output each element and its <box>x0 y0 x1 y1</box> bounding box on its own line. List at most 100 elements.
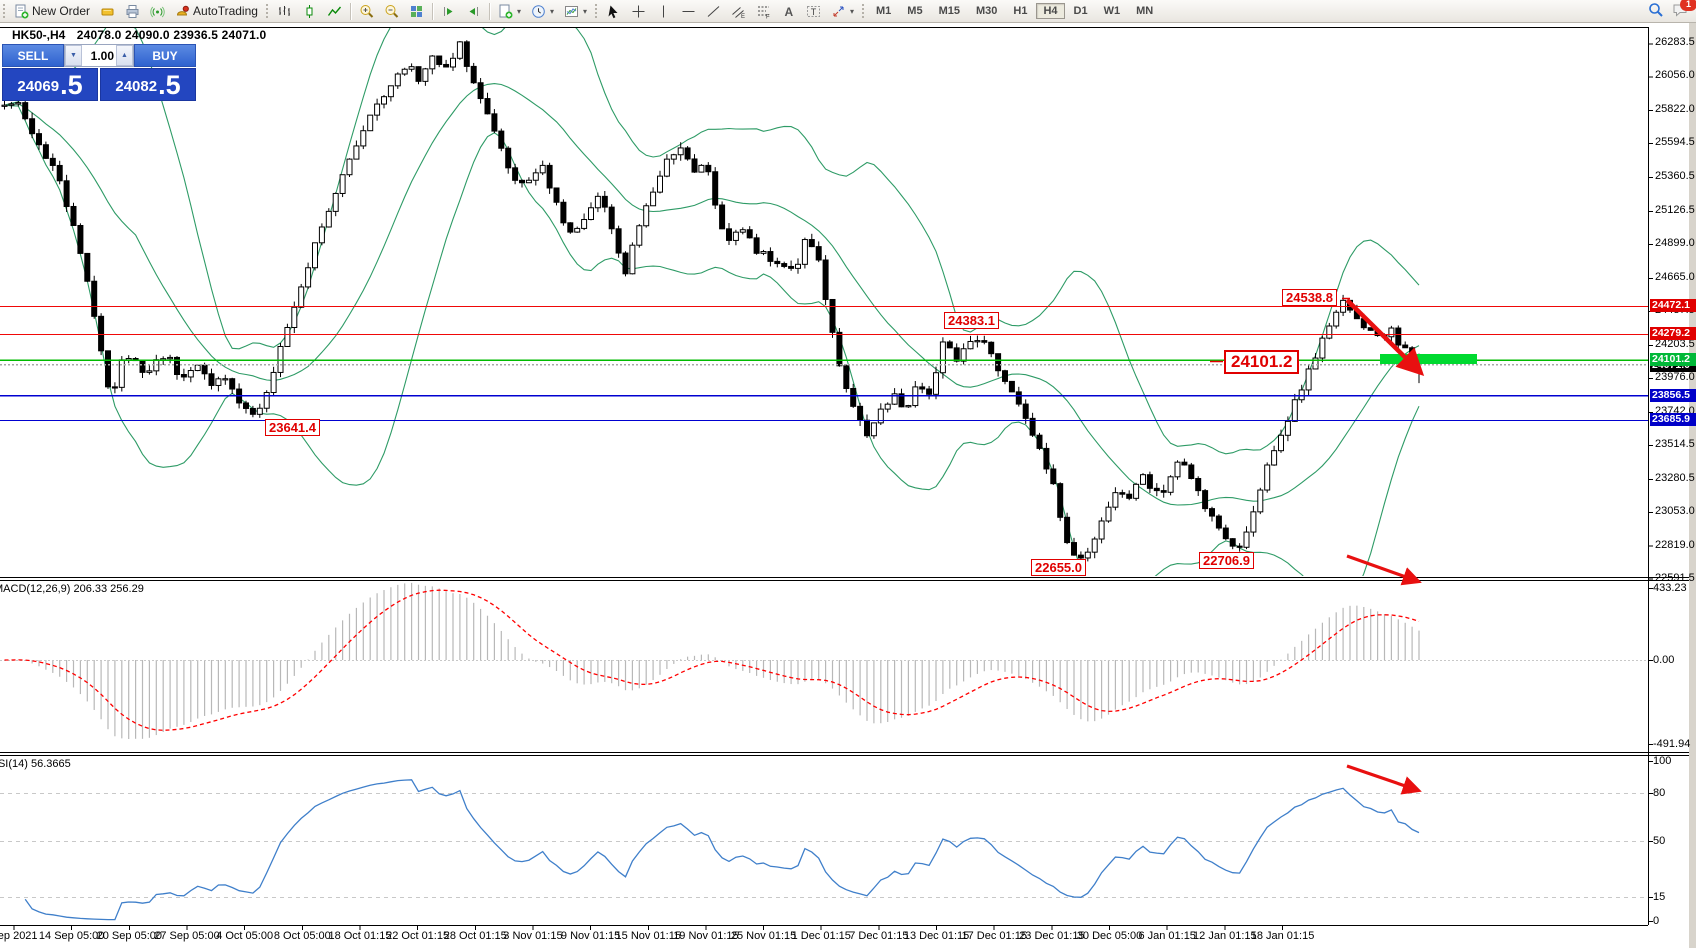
price-callout-22706.9[interactable]: 22706.9 <box>1199 552 1254 569</box>
arrows-tool-button[interactable]: ▾ <box>826 0 859 22</box>
price-scale-label: 25360.5 <box>1655 170 1695 183</box>
trend-arrow-macd[interactable] <box>1346 554 1422 586</box>
sell-button[interactable]: SELL <box>2 44 64 67</box>
crosshair-tool-button[interactable] <box>626 0 651 22</box>
printer-icon-button[interactable] <box>120 0 145 22</box>
label-tool-button[interactable]: T <box>801 0 826 22</box>
new-order-button[interactable]: New Order <box>9 0 95 22</box>
buy-button[interactable]: BUY <box>134 44 196 67</box>
date-axis-label[interactable]: 8 Oct 05:00 <box>273 930 331 942</box>
date-axis-label[interactable]: 22 Oct 01:15 <box>386 930 450 942</box>
chart-shift-button[interactable] <box>461 0 486 22</box>
date-axis-label[interactable]: 3 Nov 01:15 <box>503 930 563 942</box>
date-axis-label[interactable]: 27 Sep 05:00 <box>154 930 220 942</box>
date-axis-label[interactable]: 18 Oct 01:15 <box>328 930 392 942</box>
candlestick-mode-button[interactable] <box>297 0 322 22</box>
pane-separator[interactable] <box>0 578 1689 581</box>
date-axis-label[interactable]: 19 Nov 01:15 <box>673 930 739 942</box>
highlight-rectangle[interactable] <box>1380 354 1477 364</box>
price-scale-label: 23976.0 <box>1655 370 1695 383</box>
date-axis-label[interactable]: 12 Jan 01:15 <box>1193 930 1257 942</box>
price-callout-24538.8[interactable]: 24538.8 <box>1282 289 1337 306</box>
toolbar-grip[interactable] <box>594 3 599 19</box>
date-axis-label[interactable]: 28 Oct 01:15 <box>443 930 507 942</box>
date-axis-label[interactable]: 13 Dec 01:15 <box>903 930 970 942</box>
date-axis-label[interactable]: 17 Dec 01:15 <box>961 930 1027 942</box>
volume-decrement-button[interactable]: ▼ <box>65 45 82 66</box>
timeframe-button-M1[interactable]: M1 <box>876 5 892 17</box>
fibonacci-tool-button[interactable]: F <box>751 0 776 22</box>
sell-price-display[interactable]: 24069 .5 <box>2 68 98 101</box>
channel-tool-button[interactable]: E <box>726 0 751 22</box>
search-icon[interactable] <box>1648 2 1664 21</box>
macd-scale-label: -491.94 <box>1653 738 1691 750</box>
zoom-out-button[interactable] <box>379 0 404 22</box>
price-tag-23685.9: 23685.9 <box>1650 413 1696 427</box>
date-axis-label[interactable]: 18 Jan 01:15 <box>1250 930 1315 942</box>
autotrading-button[interactable]: AutoTrading <box>170 0 263 22</box>
templates-button[interactable]: ▾ <box>559 0 592 22</box>
price-scale-label: 23053.0 <box>1655 504 1695 517</box>
date-axis-label[interactable]: 6 Jan 01:15 <box>1138 930 1196 942</box>
date-axis-label[interactable]: 23 Dec 01:15 <box>1019 930 1085 942</box>
auto-scroll-button[interactable] <box>436 0 461 22</box>
volume-increment-button[interactable]: ▲ <box>116 45 133 66</box>
cursor-tool-button[interactable] <box>601 0 626 22</box>
date-axis-label[interactable]: 15 Nov 01:15 <box>615 930 681 942</box>
tile-windows-button[interactable] <box>404 0 429 22</box>
toolbar-grip[interactable] <box>2 3 7 19</box>
timeframe-button-W1[interactable]: W1 <box>1103 5 1121 17</box>
text-tool-button[interactable]: A <box>776 0 801 22</box>
window-edge <box>1689 22 1696 948</box>
price-scale-label: 24203.5 <box>1655 337 1695 350</box>
price-callout-22655.0[interactable]: 22655.0 <box>1031 559 1086 576</box>
date-axis-label[interactable]: 1 Dec 01:15 <box>791 930 851 942</box>
date-axis-label[interactable]: 4 Oct 05:00 <box>216 930 274 942</box>
timeframe-button-MN[interactable]: MN <box>1136 5 1154 17</box>
timeframe-button-M15[interactable]: M15 <box>938 5 960 17</box>
vertical-line-tool-button[interactable] <box>651 0 676 22</box>
new-chart-button[interactable]: ▾ <box>493 0 526 22</box>
timeframe-button-H1[interactable]: H1 <box>1013 5 1028 17</box>
price-callout-23641.4[interactable]: 23641.4 <box>265 419 320 436</box>
toolbar-grip[interactable] <box>264 3 270 19</box>
periods-button[interactable]: ▾ <box>526 0 559 22</box>
trend-arrow-price[interactable] <box>1345 298 1425 377</box>
timeframe-button-H4[interactable]: H4 <box>1036 3 1065 19</box>
date-axis-label[interactable]: 14 Sep 05:00 <box>38 930 105 942</box>
symbol-label: HK50-,H4 <box>12 28 66 42</box>
toolbar-grip[interactable] <box>861 3 867 19</box>
macd-indicator-label: MACD(12,26,9) 206.33 256.29 <box>0 583 144 595</box>
zoom-in-button[interactable] <box>354 0 379 22</box>
svg-text:T: T <box>811 7 817 17</box>
broadcast-icon-button[interactable] <box>145 0 170 22</box>
volume-input[interactable] <box>82 45 116 66</box>
line-chart-mode-button[interactable] <box>322 0 347 22</box>
timeframe-button-D1[interactable]: D1 <box>1073 5 1088 17</box>
date-axis-label[interactable]: Sep 2021 <box>0 930 38 942</box>
bar-chart-mode-button[interactable] <box>272 0 297 22</box>
horizontal-line-tool-button[interactable] <box>676 0 701 22</box>
date-axis-label[interactable]: 9 Nov 01:15 <box>560 930 621 942</box>
gold-bar-icon-button[interactable] <box>95 0 120 22</box>
arrows-icon <box>831 4 846 19</box>
chevron-down-icon: ▾ <box>850 6 855 16</box>
price-callout-24101.2[interactable]: 24101.2 <box>1224 350 1300 374</box>
timeframe-button-M30[interactable]: M30 <box>975 5 998 17</box>
zoom-out-icon <box>384 4 399 19</box>
broadcast-icon <box>150 4 165 19</box>
trendline-tool-button[interactable] <box>701 0 726 22</box>
date-axis-label[interactable]: 7 Dec 01:15 <box>849 930 909 942</box>
price-tag-24101.2: 24101.2 <box>1650 353 1696 367</box>
date-axis-label[interactable]: 30 Dec 05:00 <box>1076 930 1143 942</box>
buy-price-display[interactable]: 24082 .5 <box>100 68 196 101</box>
price-callout-24383.1[interactable]: 24383.1 <box>944 312 999 329</box>
trend-arrow-rsi[interactable] <box>1346 764 1422 795</box>
notifications-button[interactable]: 1 <box>1672 0 1696 21</box>
date-axis-label[interactable]: 25 Nov 01:15 <box>730 930 797 942</box>
timeframe-button-M5[interactable]: M5 <box>907 5 923 17</box>
date-axis-label[interactable]: 20 Sep 05:00 <box>96 930 163 942</box>
price-tag-24279.2: 24279.2 <box>1650 327 1696 341</box>
pane-separator[interactable] <box>0 753 1689 756</box>
